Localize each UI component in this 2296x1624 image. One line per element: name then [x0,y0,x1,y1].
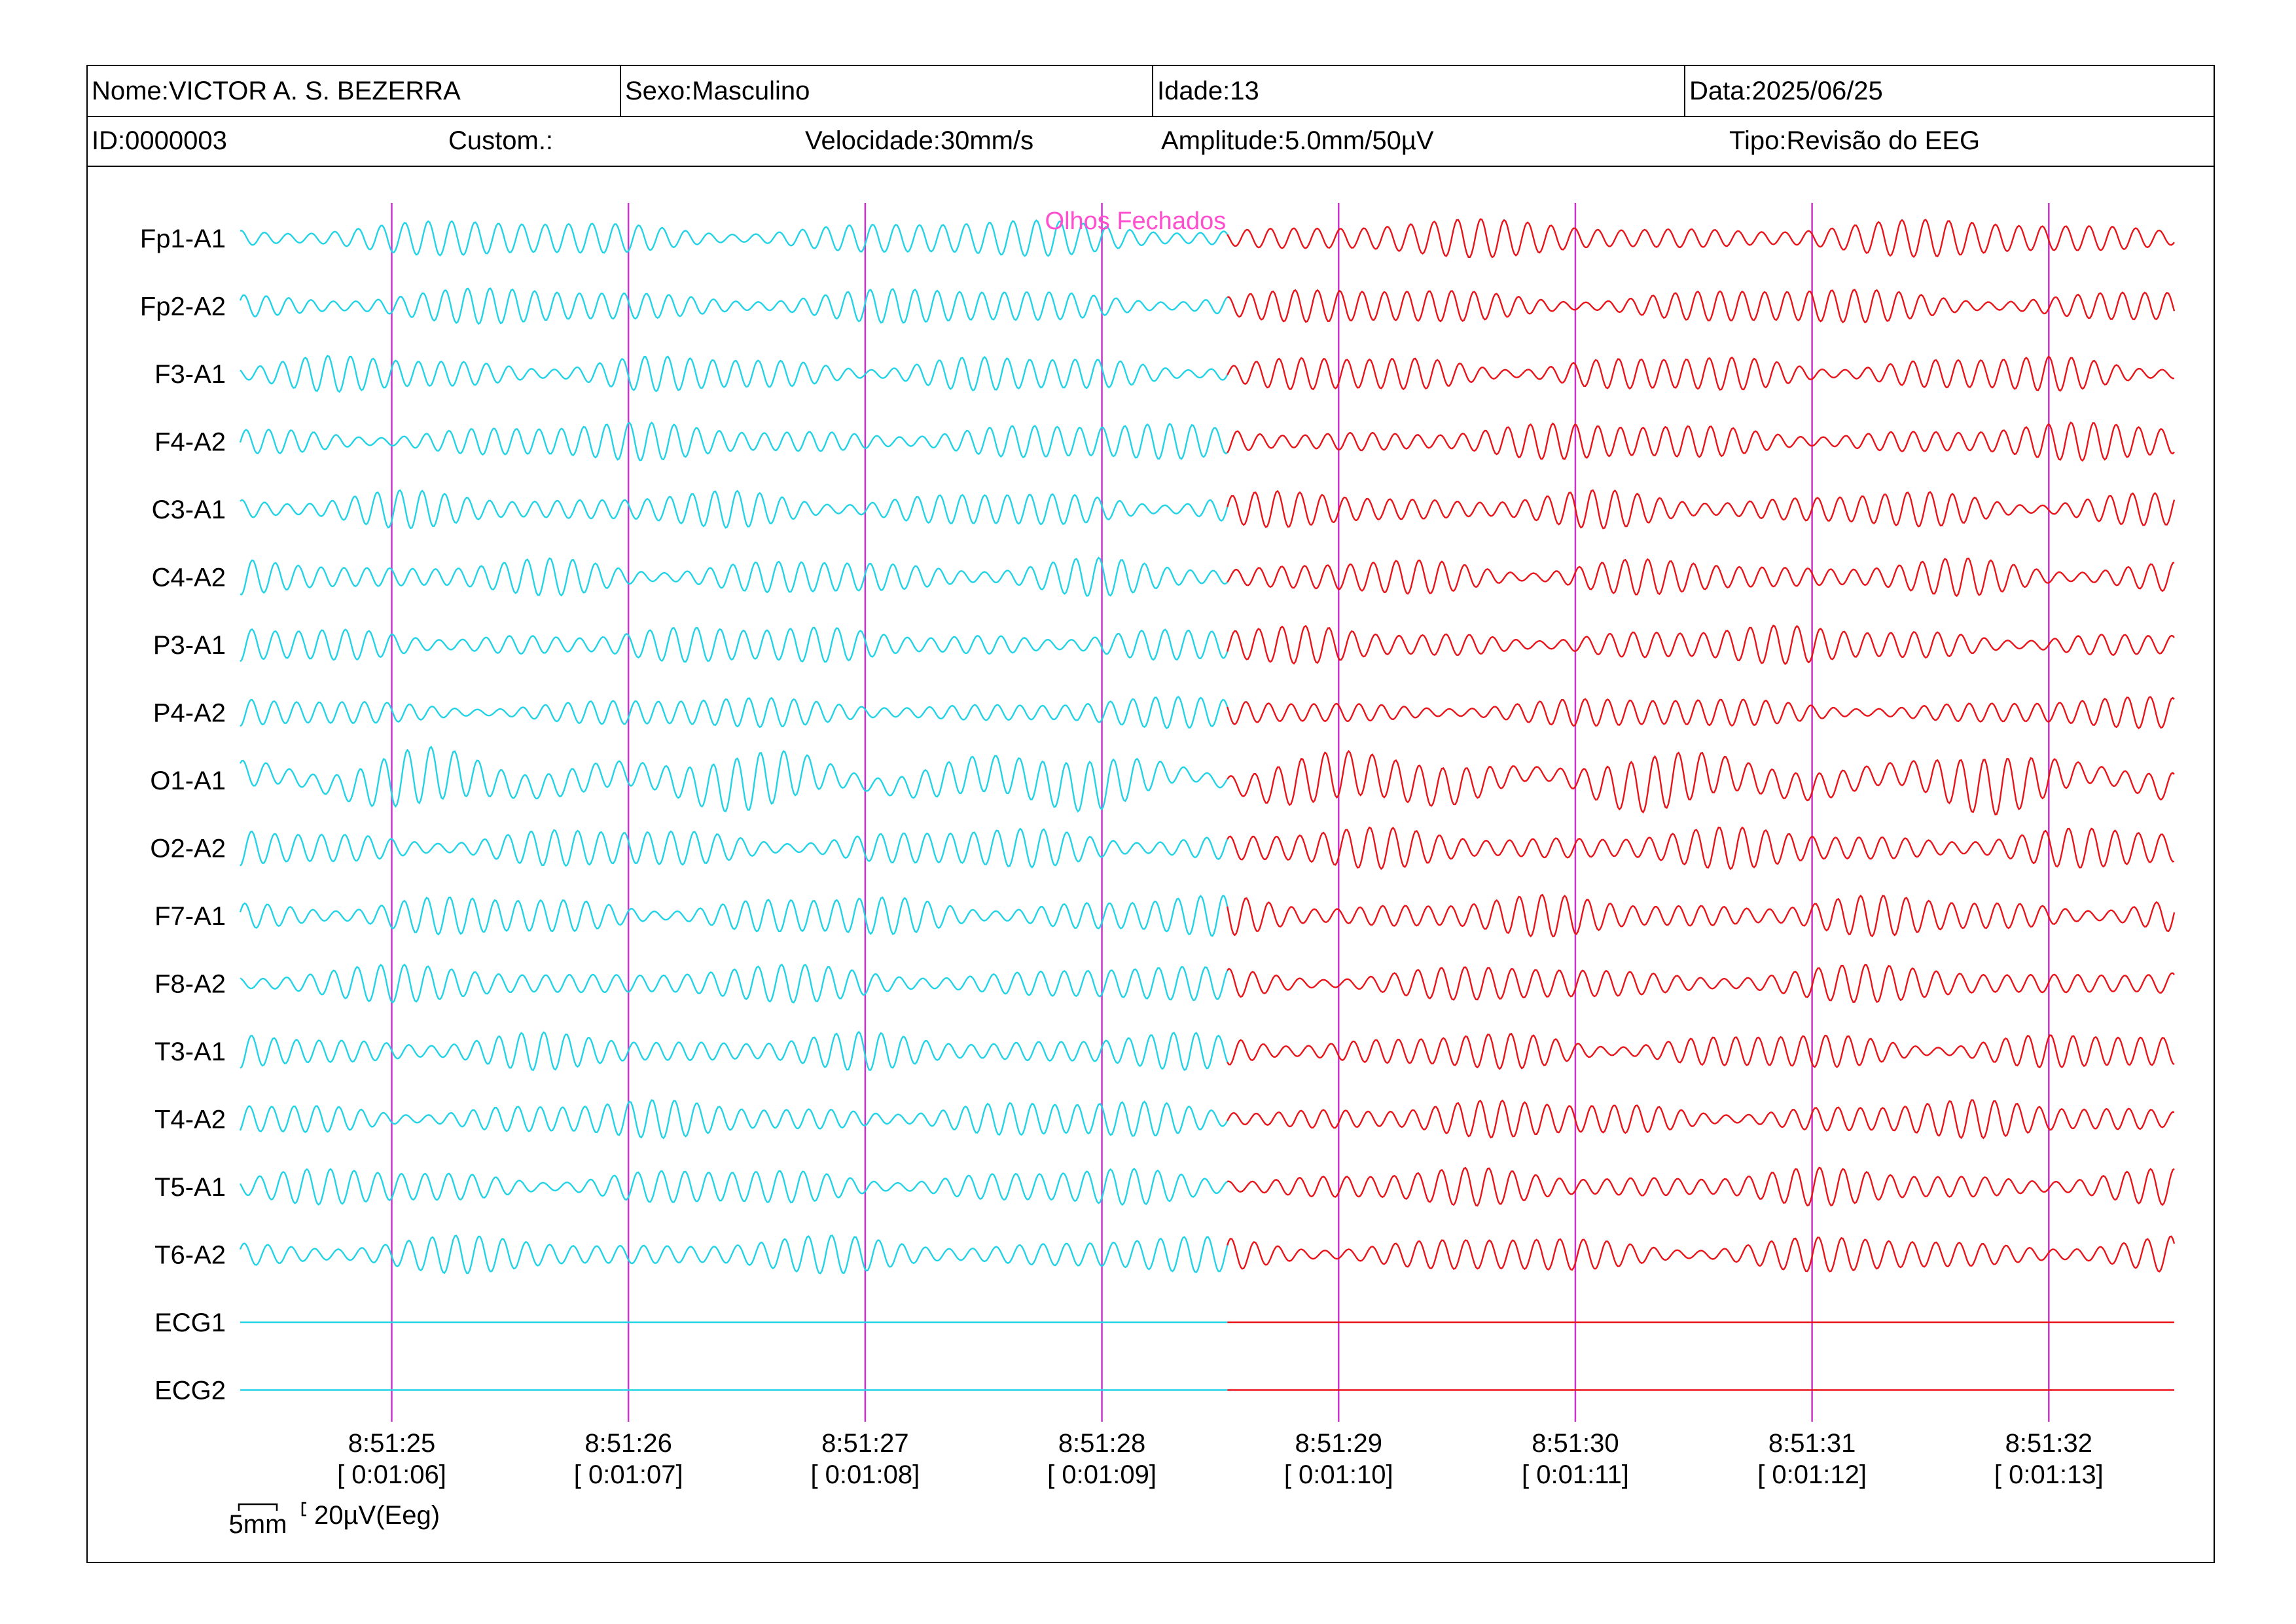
trace-before-event [240,695,1229,730]
trace-before-event [239,1167,1228,1206]
speed-setting: Velocidade:30mm/s [805,126,1034,155]
patient-age: Idade:13 [1152,66,1684,116]
tick-label-elapsed: [ 0:01:12] [1757,1460,1867,1489]
channel-label: C4-A2 [152,564,226,592]
trace-before-event [240,219,1229,257]
channel-label: O1-A1 [150,767,226,795]
report-frame: Nome:VICTOR A. S. BEZERRA Sexo:Masculino… [86,65,2215,1563]
tick-label-elapsed: [ 0:01:06] [337,1460,446,1489]
event-annotation: Olhos Fechados [1045,208,1227,235]
channel-label: Fp1-A1 [140,225,226,253]
channel-label: T5-A1 [154,1173,226,1202]
patient-id: ID:0000003 [92,126,227,155]
trace-before-event [240,1030,1229,1072]
tick-label-elapsed: [ 0:01:13] [1994,1460,2104,1489]
trace-after-event [1227,1033,2175,1070]
trace-before-event [240,556,1229,597]
tick-label-clock: 8:51:31 [1768,1429,1856,1458]
header-row-2: ID:0000003 Custom.: Velocidade:30mm/s Am… [88,116,2214,167]
channel-label: T3-A1 [154,1038,226,1066]
scale-bar-time [238,1503,278,1511]
trace-after-event [1227,489,2176,530]
trace-before-event [239,894,1229,937]
channel-label: ECG1 [154,1308,226,1337]
amplitude-setting: Amplitude:5.0mm/50µV [1161,126,1434,155]
tick-label-clock: 8:51:25 [348,1429,435,1458]
tick-label-elapsed: [ 0:01:10] [1284,1460,1393,1489]
channel-label: F8-A2 [154,970,226,999]
review-type: Tipo:Revisão do EEG [1729,126,1981,155]
channel-label: T4-A2 [154,1106,226,1134]
trace-before-event [240,964,1229,1004]
channel-label: Fp2-A2 [140,293,226,321]
trace-before-event [239,746,1229,813]
channel-label: F7-A1 [154,902,226,931]
channel-label: F3-A1 [154,360,226,389]
trace-before-event [239,1099,1229,1140]
scale-label-time: 5mm [229,1510,287,1539]
trace-before-event [240,626,1229,663]
tick-label-clock: 8:51:26 [584,1429,672,1458]
trace-before-event [239,421,1228,461]
trace-after-event [1227,1099,2175,1140]
trace-before-event [239,287,1229,325]
tick-label-clock: 8:51:32 [2005,1429,2092,1458]
trace-after-event [1227,893,2176,938]
header-row-1: Nome:VICTOR A. S. BEZERRA Sexo:Masculino… [88,66,2214,117]
trace-after-event [1227,624,2175,666]
trace-after-event [1227,1166,2175,1207]
trace-after-event [1227,422,2175,462]
scale-bar-amplitude [301,1502,306,1517]
channel-label: ECG2 [154,1377,226,1405]
trace-after-event [1227,218,2175,259]
tick-label-clock: 8:51:30 [1532,1429,1619,1458]
trace-before-event [240,489,1229,530]
patient-sex: Sexo:Masculino [620,66,1152,116]
tick-label-elapsed: [ 0:01:08] [810,1460,920,1489]
channel-label: P4-A2 [153,699,226,728]
trace-before-event [240,354,1229,393]
trace-after-event [1227,826,2175,871]
tick-label-clock: 8:51:28 [1058,1429,1145,1458]
trace-after-event [1227,289,2176,323]
trace-after-event [1227,1235,2176,1273]
tick-label-elapsed: [ 0:01:09] [1047,1460,1157,1489]
trace-after-event [1227,964,2175,1003]
channel-label: F4-A2 [154,428,226,457]
tick-label-elapsed: [ 0:01:11] [1522,1460,1629,1489]
channel-label: C3-A1 [152,496,226,524]
channel-label: T6-A2 [154,1241,226,1270]
trace-after-event [1227,557,2175,598]
trace-before-event [240,827,1229,869]
exam-date: Data:2025/06/25 [1684,66,2215,116]
channel-label: O2-A2 [150,835,226,863]
channel-label: P3-A1 [153,631,226,660]
tick-label-clock: 8:51:29 [1295,1429,1382,1458]
trace-before-event [239,1235,1229,1274]
custom-field: Custom.: [448,126,554,155]
trace-after-event [1227,696,2175,730]
trace-after-event [1227,749,2175,816]
trace-after-event [1227,355,2174,392]
tick-label-elapsed: [ 0:01:07] [574,1460,683,1489]
scale-label-amplitude: 20µV(Eeg) [314,1501,440,1530]
patient-name: Nome:VICTOR A. S. BEZERRA [92,77,461,105]
tick-label-clock: 8:51:27 [821,1429,908,1458]
